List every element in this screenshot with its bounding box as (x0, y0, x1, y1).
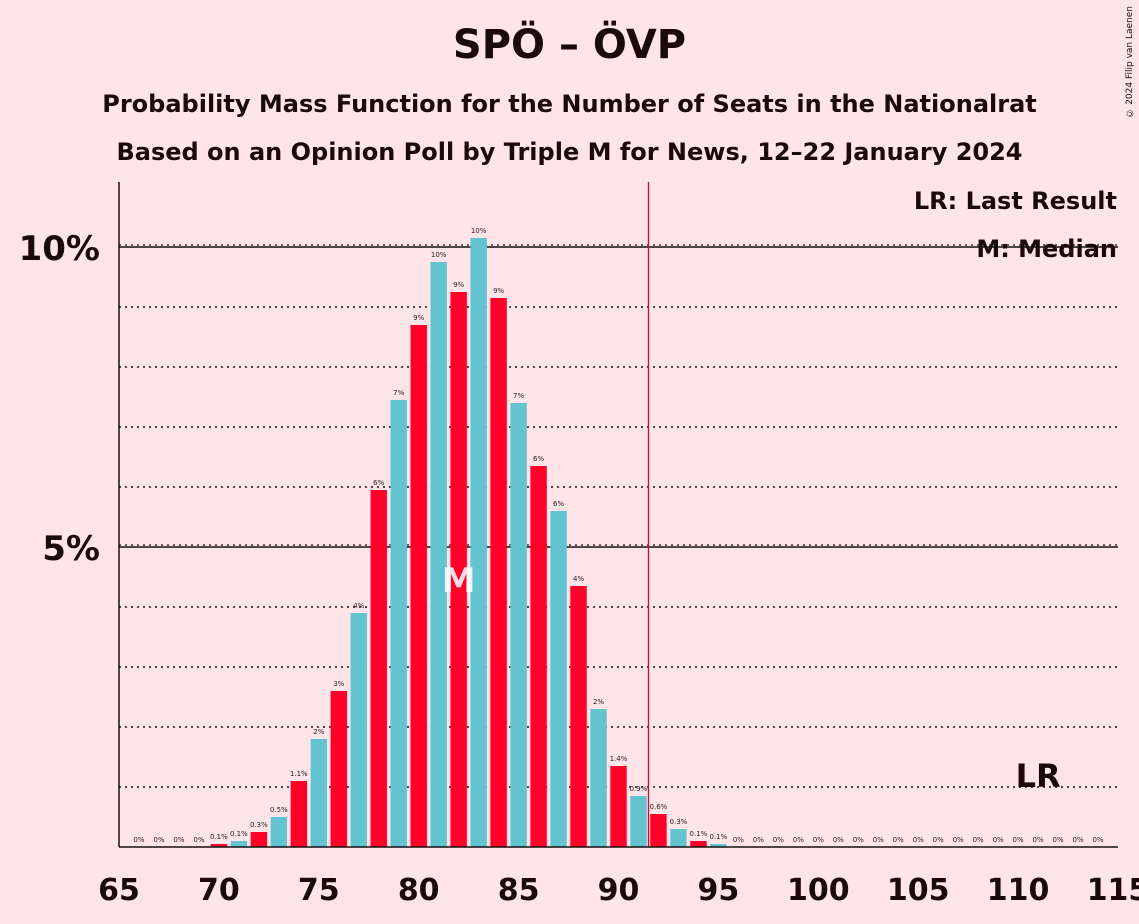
x-tick-label: 95 (698, 873, 740, 908)
bar-seat-73 (270, 817, 288, 847)
bar-seat-80 (410, 325, 427, 847)
bar-value-label: 0.1% (710, 833, 728, 841)
bar-seat-82 (450, 292, 467, 847)
bar-value-label: 0% (1033, 836, 1044, 844)
bar-value-label: 0% (133, 836, 144, 844)
chart-title: SPÖ – ÖVP (452, 22, 687, 68)
bar-seat-75 (310, 739, 327, 847)
bar-value-label: 0% (853, 836, 864, 844)
bar-value-label: 3% (333, 680, 344, 688)
bar-seat-81 (430, 262, 447, 847)
bar-seat-70 (210, 844, 228, 847)
bar-value-label: 9% (413, 314, 424, 322)
x-tick-label: 70 (198, 873, 240, 908)
bar-value-label: 6% (533, 455, 544, 463)
x-tick-label: 75 (298, 873, 340, 908)
bar-value-label: 0% (973, 836, 984, 844)
bar-value-label: 0% (893, 836, 904, 844)
bar-seat-74 (290, 781, 308, 847)
bar-value-label: 7% (513, 392, 524, 400)
last-result-marker: LR (1016, 757, 1061, 795)
bar-seat-91 (630, 796, 647, 847)
bar-seat-84 (490, 298, 507, 847)
bar-seat-93 (670, 829, 687, 847)
y-tick-label: 5% (42, 529, 100, 569)
bar-value-label: 0.5% (270, 806, 288, 814)
bar-value-label: 1.4% (610, 755, 628, 763)
bar-seat-90 (610, 766, 627, 847)
bar-value-label: 0% (173, 836, 184, 844)
bar-value-label: 0% (933, 836, 944, 844)
bar-value-label: 1.1% (290, 770, 308, 778)
bar-value-label: 0.1% (210, 833, 228, 841)
median-marker: M (442, 561, 476, 601)
bar-value-label: 10% (471, 227, 487, 235)
bar-seat-92 (650, 814, 667, 847)
bar-value-label: 0.1% (690, 830, 708, 838)
x-tick-label: 115 (1087, 873, 1139, 908)
bar-seat-71 (230, 841, 248, 847)
bar-value-label: 0% (1072, 836, 1083, 844)
bar-seat-83 (470, 238, 487, 847)
bar-value-label: 2% (313, 728, 324, 736)
bar-seat-89 (590, 709, 607, 847)
x-tick-label: 110 (987, 873, 1050, 908)
bar-seat-78 (370, 490, 387, 847)
bar-seat-95 (710, 844, 727, 847)
bar-value-label: 4% (573, 575, 584, 583)
x-tick-label: 80 (398, 873, 440, 908)
bar-value-label: 0% (873, 836, 884, 844)
bar-value-label: 0.3% (670, 818, 688, 826)
bar-seat-79 (390, 400, 407, 847)
bar-value-label: 2% (593, 698, 604, 706)
bar-value-label: 6% (373, 479, 384, 487)
bar-value-label: 6% (553, 500, 564, 508)
bar-value-label: 0.3% (250, 821, 268, 829)
bar-value-label: 0% (813, 836, 824, 844)
bar-seat-72 (250, 832, 268, 847)
bar-value-label: 0% (913, 836, 924, 844)
x-tick-label: 65 (98, 873, 140, 908)
legend-median: M: Median (976, 235, 1117, 263)
bar-value-label: 0% (193, 836, 204, 844)
legend-last-result: LR: Last Result (914, 187, 1117, 215)
bar-value-label: 4% (353, 602, 364, 610)
y-tick-label: 10% (19, 229, 100, 269)
chart-subtitle-source: Based on an Opinion Poll by Triple M for… (116, 138, 1023, 166)
bar-value-label: 0% (993, 836, 1004, 844)
x-tick-label: 105 (887, 873, 950, 908)
bar-value-label: 0.1% (230, 830, 248, 838)
bar-value-label: 0% (1053, 836, 1064, 844)
bar-value-label: 0% (1013, 836, 1024, 844)
chart-subtitle: Probability Mass Function for the Number… (102, 90, 1037, 118)
bar-value-label: 10% (431, 251, 447, 259)
x-tick-label: 85 (498, 873, 540, 908)
bar-value-label: 0% (793, 836, 804, 844)
bar-seat-94 (690, 841, 707, 847)
bar-value-label: 0% (773, 836, 784, 844)
bar-seat-86 (530, 466, 547, 847)
bar-value-label: 0% (153, 836, 164, 844)
bar-value-label: 9% (453, 281, 464, 289)
bar-value-label: 0.6% (650, 803, 668, 811)
bar-seat-77 (350, 613, 367, 847)
bar-seat-88 (570, 586, 587, 847)
bar-value-label: 7% (393, 389, 404, 397)
bar-value-label: 0% (733, 836, 744, 844)
bar-seat-85 (510, 403, 527, 847)
bar-value-label: 0% (1092, 836, 1103, 844)
x-tick-label: 90 (598, 873, 640, 908)
bar-seat-76 (330, 691, 347, 847)
bar-value-label: 0% (833, 836, 844, 844)
bar-seat-87 (550, 511, 567, 847)
bar-value-label: 9% (493, 287, 504, 295)
bar-value-label: 0% (753, 836, 764, 844)
bar-value-label: 0.9% (630, 785, 648, 793)
x-tick-label: 100 (787, 873, 850, 908)
bar-value-label: 0% (953, 836, 964, 844)
